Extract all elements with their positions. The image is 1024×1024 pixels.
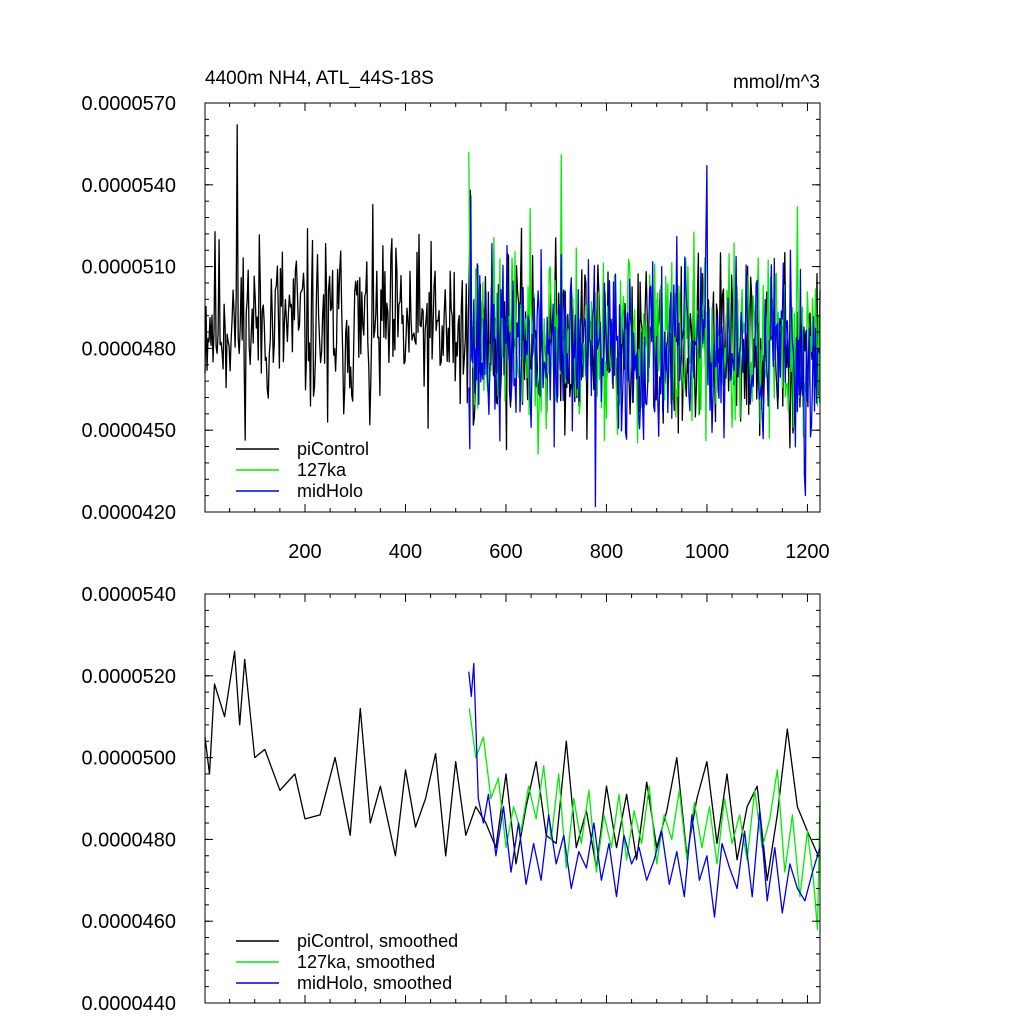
- y-tick-label: 0.0000540: [81, 584, 176, 606]
- y-tick-label: 0.0000450: [81, 420, 176, 442]
- legend-label: midHolo: [297, 481, 363, 501]
- y-tick-label: 0.0000510: [81, 257, 176, 279]
- bottom-series-layer: [204, 650, 821, 931]
- legend-label: piControl, smoothed: [297, 931, 458, 951]
- y-tick-label: 0.0000570: [81, 93, 176, 115]
- x-tick-label: 800: [590, 541, 623, 563]
- series-line-127ka-smoothed: [468, 708, 821, 931]
- series-line-picontrol-smoothed: [204, 650, 821, 881]
- bottom-plot-frame: [204, 593, 821, 1004]
- bottom-chart-panel: 0.0000440 0.0000460 0.0000480 0.0000500 0.00…: [81, 584, 821, 1015]
- y-tick-label: 0.0000440: [81, 993, 176, 1015]
- top-y-tick-labels: 0.0000420 0.0000450 0.0000480 0.0000510 0.00…: [81, 93, 176, 524]
- y-tick-label: 0.0000460: [81, 911, 176, 933]
- top-chart-panel: 4400m NH4, ATL_44S-18S mmol/m^3 0.000042…: [81, 68, 829, 563]
- x-tick-label: 1000: [685, 541, 730, 563]
- legend-label: piControl: [297, 439, 369, 459]
- top-axis-ticks: [205, 102, 820, 513]
- bottom-y-tick-labels: 0.0000440 0.0000460 0.0000480 0.0000500 0.00…: [81, 584, 176, 1015]
- x-tick-label: 600: [489, 541, 522, 563]
- series-line-midholo-smoothed: [468, 662, 821, 918]
- top-plot-frame: [204, 102, 821, 513]
- y-tick-label: 0.0000480: [81, 338, 176, 360]
- x-tick-label: 400: [389, 541, 422, 563]
- x-tick-label: 1200: [785, 541, 830, 563]
- top-series-layer: [204, 124, 821, 508]
- top-x-tick-labels: 200 400 600 800 1000 1200: [288, 541, 829, 563]
- y-tick-label: 0.0000500: [81, 748, 176, 770]
- series-line-127ka: [468, 152, 821, 455]
- top-chart-units: mmol/m^3: [733, 72, 820, 93]
- y-tick-label: 0.0000420: [81, 502, 176, 524]
- series-line-midholo: [468, 165, 821, 508]
- legend-label: midHolo, smoothed: [297, 973, 452, 993]
- legend-label: 127ka: [297, 460, 347, 480]
- y-tick-label: 0.0000520: [81, 666, 176, 688]
- y-tick-label: 0.0000540: [81, 175, 176, 197]
- x-tick-label: 200: [288, 541, 321, 563]
- bottom-axis-ticks: [205, 593, 820, 1004]
- y-tick-label: 0.0000480: [81, 829, 176, 851]
- legend-label: 127ka, smoothed: [297, 952, 435, 972]
- top-chart-title: 4400m NH4, ATL_44S-18S: [205, 68, 434, 89]
